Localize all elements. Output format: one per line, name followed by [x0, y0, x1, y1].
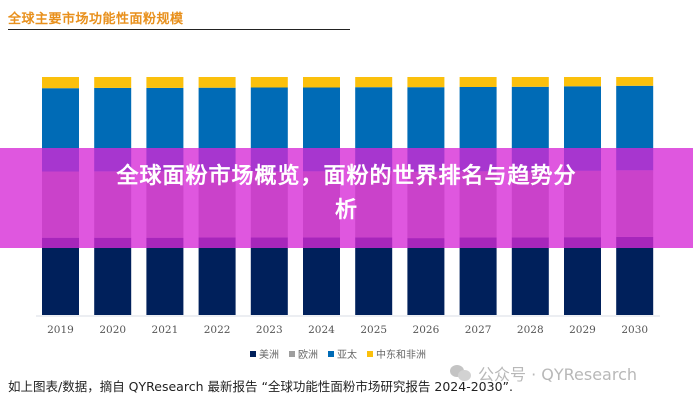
headline-overlay-band: [0, 148, 693, 248]
x-tick-label: 2029: [569, 324, 596, 336]
bar-segment-2026-s0: [407, 238, 445, 315]
chart-title: 全球主要市场功能性面粉规模: [8, 12, 184, 27]
legend-item: 中东和非洲: [367, 346, 426, 361]
bar-segment-2021-s0: [146, 237, 184, 315]
legend-label: 美洲: [259, 350, 279, 361]
bar-segment-2029-s3: [564, 77, 601, 87]
x-tick-label: 2022: [204, 324, 231, 336]
bar-segment-2023-s3: [250, 77, 288, 88]
bar-segment-2019-s3: [42, 77, 79, 89]
watermark-text: 公众号 · QYResearch: [478, 365, 638, 384]
bar-segment-2027-s0: [459, 237, 497, 315]
bar-segment-2024-s0: [303, 237, 340, 315]
bar-segment-2028-s0: [511, 237, 549, 315]
bar-segment-2026-s3: [407, 77, 445, 88]
x-tick-label: 2023: [256, 324, 283, 336]
x-tick-label: 2020: [99, 324, 126, 336]
bar-segment-2027-s3: [459, 77, 497, 87]
legend-item: 美洲: [250, 346, 279, 361]
x-tick-label: 2028: [517, 324, 544, 336]
x-tick-label: 2026: [413, 324, 440, 336]
bar-segment-2021-s3: [146, 77, 184, 88]
bar-segment-2028-s3: [511, 77, 549, 87]
x-tick-label: 2030: [621, 324, 648, 336]
source-note: 如上图表/数据，摘自 QYResearch 最新报告 “全球功能性面粉市场研究报…: [8, 379, 513, 394]
bar-segment-2019-s0: [42, 237, 79, 315]
bar-segment-2022-s0: [198, 237, 236, 315]
legend-swatch: [289, 350, 295, 357]
chart-legend: 美洲 欧洲 亚太 中东和非洲: [250, 346, 426, 361]
bar-segment-2020-s3: [94, 77, 132, 88]
legend-label: 中东和非洲: [376, 350, 426, 361]
title-underline: [8, 29, 350, 30]
legend-label: 欧洲: [298, 350, 318, 361]
legend-label: 亚太: [337, 350, 357, 361]
headline-line-2: 析: [334, 198, 358, 223]
bar-segment-2023-s0: [250, 237, 288, 315]
watermark: 公众号 · QYResearch: [450, 361, 637, 385]
bar-segment-2025-s3: [355, 77, 393, 88]
legend-item: 欧洲: [289, 346, 318, 361]
legend-item: 亚太: [328, 346, 357, 361]
wechat-icon: [450, 365, 472, 381]
x-tick-label: 2019: [47, 324, 74, 336]
legend-swatch: [367, 350, 373, 357]
bar-segment-2030-s3: [616, 77, 654, 86]
headline: 全球面粉市场概览，面粉的世界排名与趋势分 析: [0, 160, 693, 228]
x-tick-label: 2024: [308, 324, 335, 336]
bar-segment-2025-s0: [355, 237, 393, 315]
bar-segment-2024-s3: [303, 77, 340, 88]
bar-segment-2020-s0: [94, 237, 132, 315]
legend-swatch: [328, 350, 334, 357]
bar-segment-2029-s0: [564, 237, 601, 315]
headline-line-1: 全球面粉市场概览，面粉的世界排名与趋势分: [116, 164, 577, 189]
x-tick-label: 2027: [465, 324, 492, 336]
bar-segment-2030-s0: [616, 236, 654, 315]
x-tick-label: 2021: [152, 324, 179, 336]
bar-segment-2022-s3: [198, 77, 236, 88]
legend-swatch: [250, 350, 256, 357]
x-tick-label: 2025: [360, 324, 387, 336]
